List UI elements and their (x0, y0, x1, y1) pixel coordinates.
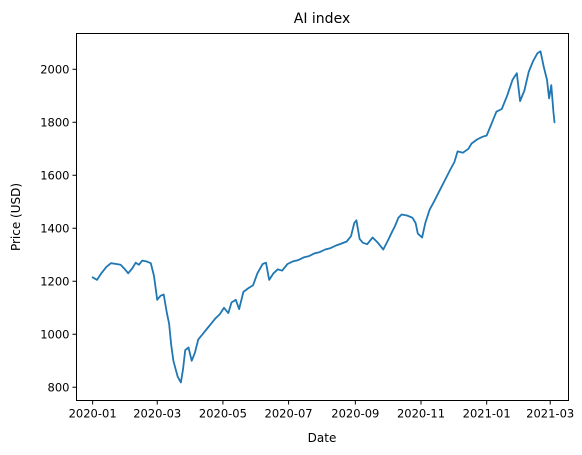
y-tick-label: 1800 (40, 115, 69, 129)
x-axis: 2020-01 2020-03 2020-05 2020-07 2020-09 2020-… (69, 400, 574, 421)
x-tick-label: 2020-03 (133, 407, 181, 421)
x-tick-label: 2020-05 (199, 407, 247, 421)
y-tick-label: 1000 (40, 327, 69, 341)
y-tick-label: 1200 (40, 274, 69, 288)
y-tick-label: 1400 (40, 221, 69, 235)
chart-title: AI index (294, 11, 350, 27)
plot-frame (76, 33, 569, 401)
y-tick-label: 1600 (40, 168, 69, 182)
x-tick-label: 2021-03 (526, 407, 574, 421)
plot-area (76, 33, 569, 401)
x-tick-label: 2020-07 (265, 407, 313, 421)
y-tick-label: 800 (48, 380, 70, 394)
y-axis: 800 1000 1200 1400 1600 1800 2000 (40, 62, 77, 394)
y-tick-label: 2000 (40, 62, 69, 76)
x-tick-label: 2020-11 (397, 407, 445, 421)
x-tick-label: 2020-01 (69, 407, 117, 421)
x-tick-label: 2021-01 (463, 407, 511, 421)
y-axis-label: Price (USD) (9, 183, 23, 251)
x-axis-label: Date (308, 431, 337, 445)
price-series-line (91, 50, 556, 384)
x-tick-label: 2020-09 (331, 407, 379, 421)
